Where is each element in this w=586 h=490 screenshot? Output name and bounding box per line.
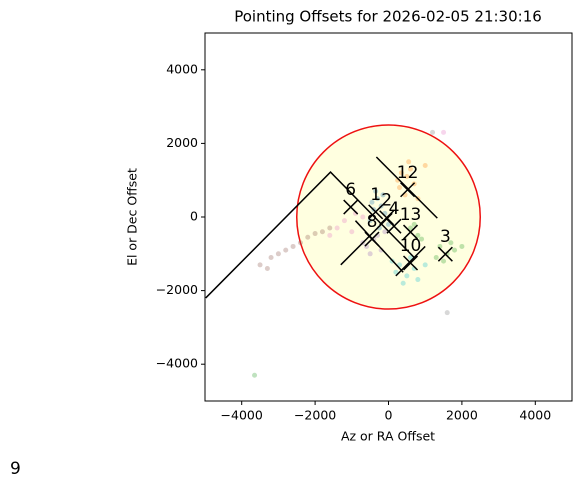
scatter-point [452,247,458,253]
marker-x [402,224,419,240]
scatter-point [374,196,380,202]
scatter-point [398,170,404,176]
scatter-point [367,218,373,224]
scatter-point [459,243,465,249]
marker-label: 2 [381,191,392,211]
scatter-point [397,185,403,191]
scatter-point [408,254,414,260]
scatter-point [290,243,296,249]
marker-x [400,182,416,198]
y-tick-label: 2000 [166,135,198,150]
scatter-point [441,129,447,135]
marker-label: 12 [397,163,419,183]
scatter-point [283,247,289,253]
scatter-point [386,221,391,227]
marker-label: 10 [400,236,422,256]
scatter-point [400,280,406,286]
offset-line [354,220,404,273]
scatter-point [404,174,410,180]
marker-x [368,204,384,220]
marker-label: 6 [345,180,356,200]
scatter-point [264,266,270,272]
scatter-point [327,232,333,238]
scatter-point [393,269,399,275]
marker-label: 3 [440,227,451,247]
marker-label: 1 [370,185,381,205]
scatter-point [411,221,417,227]
chart-title: Pointing Offsets for 2026-02-05 21:30:16 [234,8,542,26]
scatter-point [369,199,375,205]
scatter-point [252,372,258,378]
scatter-point [441,258,447,264]
y-tick-label: −4000 [156,356,198,371]
offset-line [340,212,393,266]
offset-line [395,245,426,277]
scatter-point [305,234,311,240]
marker-x [379,210,395,226]
scatter-point [422,162,428,168]
scatter-point [415,232,421,238]
scatter-point [415,277,421,283]
y-tick-label: −2000 [156,282,198,297]
scatter-point [360,214,366,220]
scatter-point [312,231,318,237]
offset-line [375,156,438,219]
marker-label: 8 [367,212,378,232]
scatter-point [419,236,425,242]
scatter-point [404,273,410,279]
figure-label: 9 [10,459,21,479]
scatter-point [430,129,436,135]
marker-label: 4 [389,199,400,219]
marker-x [402,255,419,271]
scatter-point [373,188,379,194]
y-tick-label: 0 [190,209,198,224]
marker-x [386,218,402,234]
marker-x [437,246,453,262]
scatter-point [268,254,274,260]
marker-label: 13 [400,205,422,225]
scatter-point [257,262,263,268]
scatter-point [349,229,355,235]
scatter-point [319,229,325,235]
scatter-point [382,229,388,235]
x-tick-label: 0 [385,408,393,423]
scatter-point [408,166,414,172]
scatter-point [367,251,373,257]
marker-x [343,199,359,215]
scatter-point [444,310,450,316]
scatter-point [408,225,414,231]
scatter-point [448,240,454,246]
scatter-point [297,240,303,246]
y-axis-label: El or Dec Offset [125,168,140,266]
scatter-point [433,254,439,260]
scatter-point [327,225,333,231]
x-tick-label: 4000 [519,408,551,423]
scatter-point [341,218,347,224]
x-tick-label: −2000 [294,408,336,423]
scatter-point [406,159,412,165]
x-tick-label: −4000 [221,408,263,423]
x-tick-label: 2000 [446,408,478,423]
scatter-point [334,225,340,231]
scatter-point [422,262,428,268]
x-axis-label: Az or RA Offset [341,429,435,444]
scatter-point [380,192,386,198]
offset-line [205,171,415,299]
marker-x [364,231,380,247]
y-tick-label: 4000 [166,61,198,76]
scatter-point [275,251,281,257]
